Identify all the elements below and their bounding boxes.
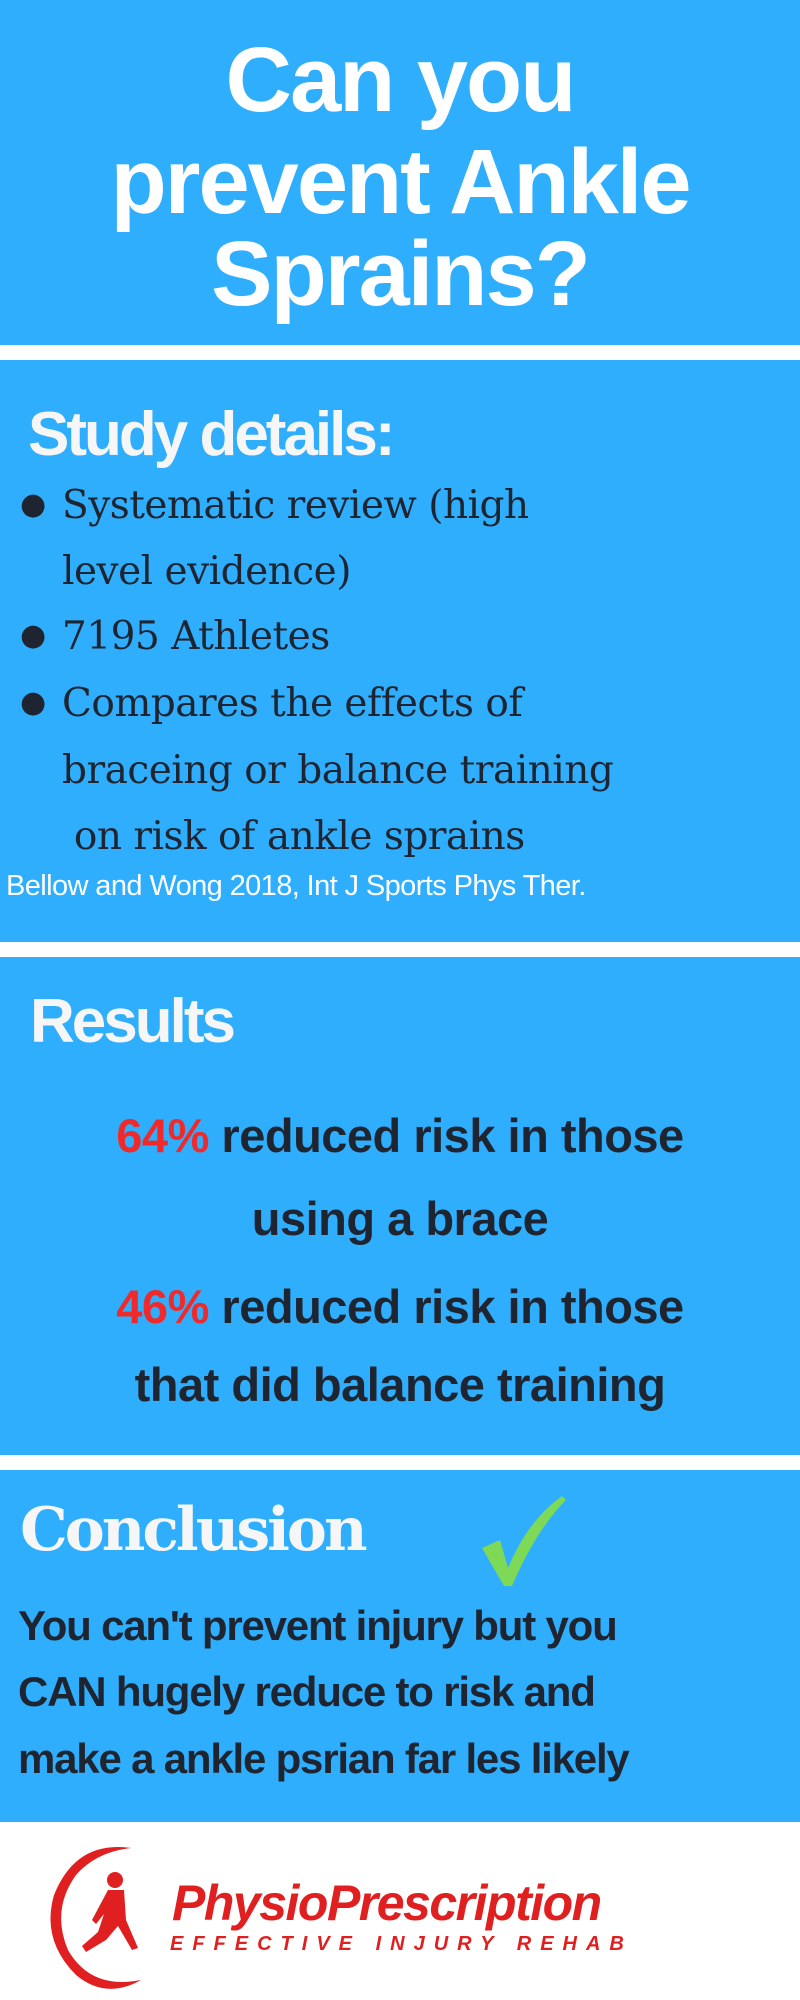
conclusion-section: Conclusion You can't prevent injury but … [0, 1470, 800, 1822]
study-heading: Study details: [28, 400, 396, 469]
runner-logo-icon [50, 1846, 141, 1989]
logo-name: PhysioPrescription [172, 1875, 602, 1931]
bullet-2-line-1: 7195 Athletes [62, 614, 330, 659]
logo-tagline: EFFECTIVE INJURY REHAB [170, 1933, 633, 1955]
bullet-3-line-1: Compares the effects of [62, 681, 523, 726]
conclusion-line-1: You can't prevent injury but you [18, 1602, 618, 1649]
study-section: Study details: ● Systematic review (high… [0, 360, 800, 942]
bullet-icon: ● [20, 618, 46, 653]
checkmark-icon [482, 1496, 566, 1586]
result-1-text: reduced risk in those [208, 1109, 684, 1162]
title-line-1: Can you [225, 29, 577, 131]
bullet-icon: ● [20, 487, 46, 522]
citation: Bellow and Wong 2018, Int J Sports Phys … [6, 870, 586, 902]
result-2-line-2: that did balance training [134, 1358, 666, 1411]
bullet-1-line-2: level evidence) [62, 549, 351, 594]
logo: PhysioPrescription EFFECTIVE INJURY REHA… [0, 1822, 800, 2000]
bullet-3-line-3: on risk of ankle sprains [62, 814, 525, 859]
title-line-2: prevent Ankle [110, 131, 691, 233]
result-1-line-2: using a brace [251, 1192, 549, 1245]
results-heading: Results [30, 987, 236, 1056]
result-2-line-1: 46% reduced risk in those [0, 1283, 800, 1330]
conclusion-line-3: make a ankle psrian far les likely [18, 1735, 630, 1782]
conclusion-line-2: CAN hugely reduce to risk and [18, 1668, 596, 1715]
bullet-3-line-2: braceing or balance training [62, 748, 614, 793]
title-section: Can you prevent Ankle Sprains? [0, 0, 800, 345]
result-1-percent: 64% [116, 1109, 209, 1162]
result-2-percent: 46% [116, 1280, 209, 1333]
results-section: Results 64% reduced risk in those using … [0, 957, 800, 1455]
result-1-line-1: 64% reduced risk in those [0, 1112, 800, 1159]
bullet-1-line-1: Systematic review (high [62, 483, 529, 528]
bullet-icon: ● [20, 685, 46, 720]
title-line-3: Sprains? [211, 223, 591, 325]
conclusion-heading: Conclusion [20, 1495, 368, 1565]
result-2-text: reduced risk in those [208, 1280, 684, 1333]
